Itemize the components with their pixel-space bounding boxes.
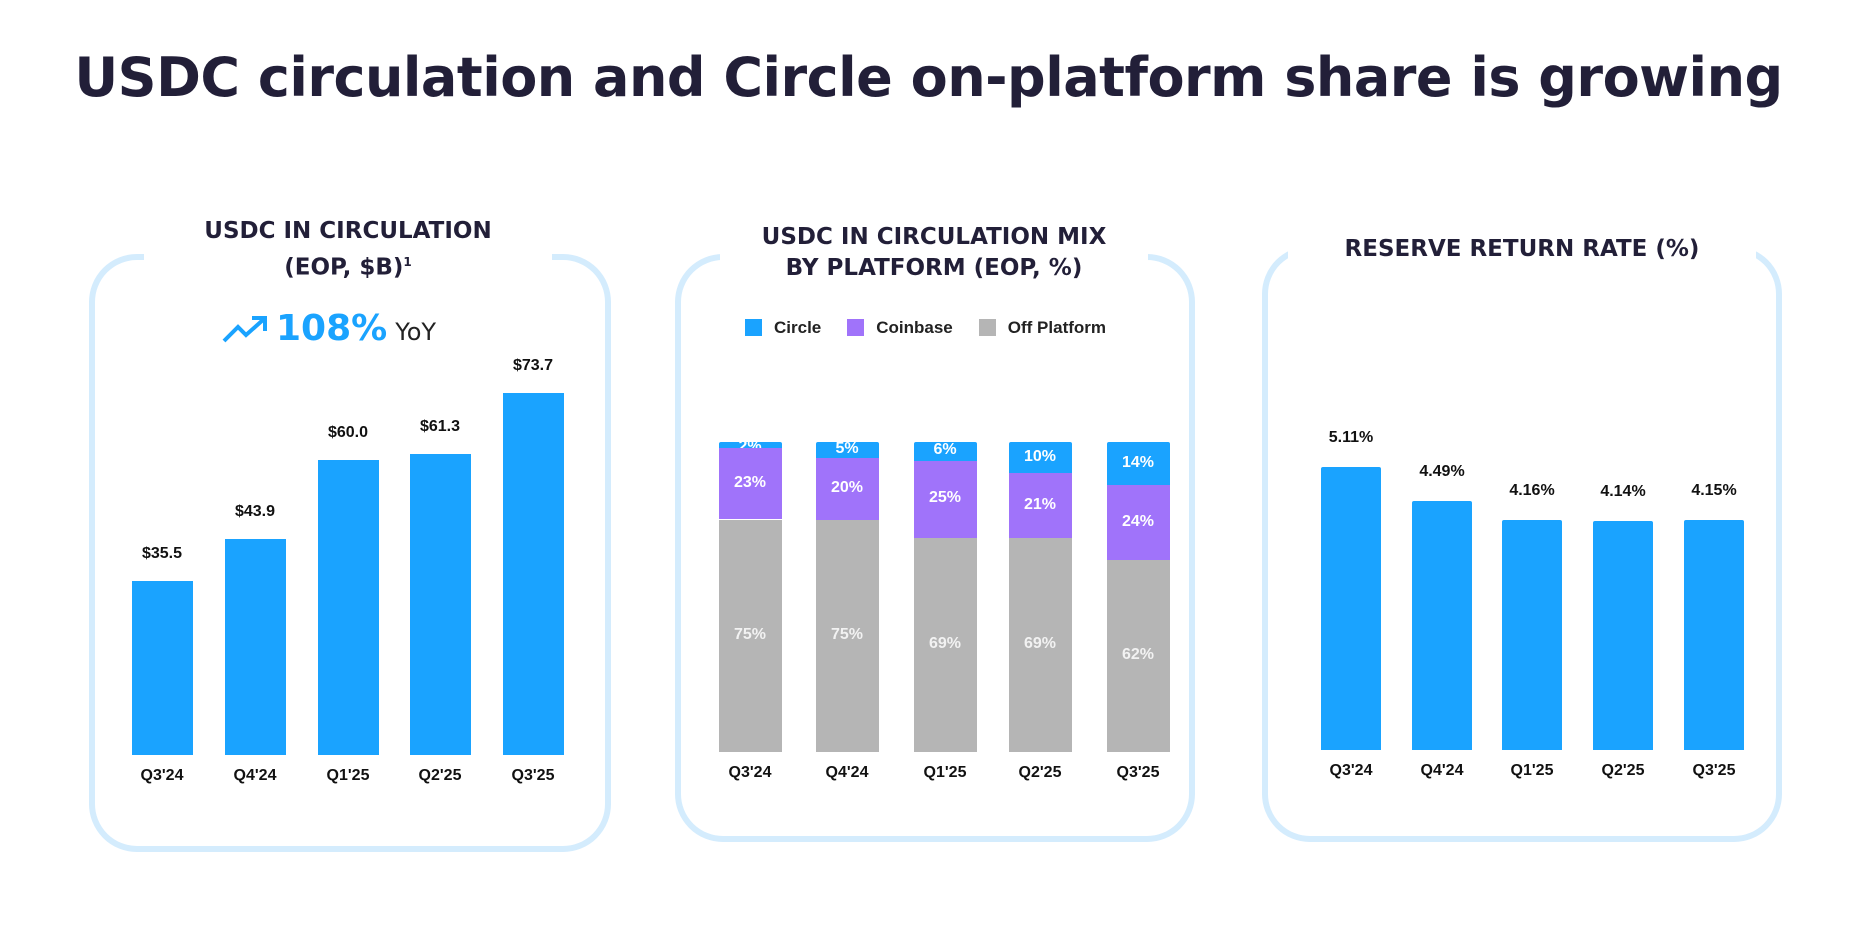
chart1-x-tick: Q3'25 (511, 767, 555, 784)
chart1-x-tick: Q3'24 (140, 767, 184, 784)
chart3-data-label: 4.16% (1509, 481, 1555, 499)
chart3-x-tick: Q4'24 (1420, 762, 1464, 779)
legend-item-coinbase: Coinbase (847, 318, 953, 338)
yoy-suffix: YoY (395, 318, 437, 346)
chart1-bar (131, 580, 193, 755)
chart2-segment-circle (1106, 442, 1170, 486)
chart2-data-label: 62% (1121, 645, 1155, 663)
chart2-data-label: 75% (733, 625, 767, 643)
chart2-segment-off-platform (1106, 559, 1170, 752)
chart3-data-label: 5.11% (1328, 428, 1374, 446)
chart2-legend: Circle Coinbase Off Platform (745, 318, 1106, 338)
chart3-data-label: 4.14% (1600, 482, 1646, 500)
chart2-subtitle: BY PLATFORM (EOP, %) (785, 255, 1083, 281)
chart1-bar (409, 454, 471, 755)
chart2-title-block: USDC IN CIRCULATION MIX BY PLATFORM (EOP… (720, 222, 1148, 284)
chart2-title: USDC IN CIRCULATION MIX (761, 224, 1107, 250)
chart2-data-label: 23% (733, 473, 767, 491)
chart1-bar (502, 393, 564, 755)
chart1-bar (317, 460, 379, 755)
chart3-title: RESERVE RETURN RATE (%) (1344, 236, 1700, 262)
chart1-x-tick: Q1'25 (326, 767, 370, 784)
chart2-data-label: 20% (830, 478, 864, 496)
chart3-bar (1502, 519, 1562, 750)
chart3-bar (1321, 466, 1381, 750)
chart2-data-label: 69% (928, 635, 962, 653)
chart2-segment-coinbase (1008, 473, 1072, 539)
chart3-x-tick: Q2'25 (1601, 762, 1645, 779)
chart1-data-label: $43.9 (234, 503, 276, 521)
chart1-bar (224, 539, 286, 755)
chart3-x-tick: Q3'24 (1329, 762, 1373, 779)
chart2-data-label: 21% (1023, 495, 1057, 513)
chart2-segment-coinbase (913, 460, 977, 539)
chart2-data-label: 14% (1121, 453, 1155, 471)
chart2-segment-off-platform (913, 538, 977, 752)
chart2-data-label: 25% (928, 489, 962, 507)
chart2-data-label: 69% (1023, 635, 1057, 653)
chart3-x-tick: Q3'25 (1692, 762, 1736, 779)
chart2-segment-circle (815, 442, 879, 458)
chart2-segment-circle (913, 442, 977, 461)
chart1-x-tick: Q2'25 (418, 767, 462, 784)
chart2-data-label: 10% (1023, 447, 1057, 465)
chart1-data-label: $35.5 (141, 544, 183, 562)
chart3-data-label: 4.15% (1691, 482, 1737, 500)
chart3-bar (1412, 501, 1472, 750)
chart1-data-label: $60.0 (327, 424, 369, 442)
chart2-data-label: 75% (830, 625, 864, 643)
chart2-x-tick: Q3'25 (1116, 764, 1160, 781)
yoy-value: 108% (276, 308, 388, 349)
chart3-title-block: RESERVE RETURN RATE (%) (1288, 234, 1756, 265)
chart1-data-label: $61.3 (419, 418, 461, 436)
chart1-subtitle: (EOP, $B) (284, 254, 404, 281)
chart3-bar (1684, 520, 1744, 750)
chart2-segment-coinbase (815, 457, 879, 520)
chart2-x-tick: Q2'25 (1018, 764, 1062, 781)
chart2-data-label: 5% (835, 439, 859, 457)
chart2-segment-circle (1008, 442, 1072, 473)
chart2-segment-off-platform (815, 519, 879, 752)
yoy-highlight: 108% YoY (222, 308, 436, 349)
trending-up-icon (222, 315, 267, 342)
chart3-data-label: 4.49% (1419, 463, 1465, 481)
chart2-segment-coinbase (718, 448, 782, 520)
chart1-x-tick: Q4'24 (233, 767, 277, 784)
chart3-x-tick: Q1'25 (1510, 762, 1554, 779)
chart1-data-label: $73.7 (512, 357, 554, 375)
chart2-segment-coinbase (1106, 485, 1170, 560)
chart3-bar (1593, 520, 1653, 750)
chart2-segment-off-platform (718, 519, 782, 752)
legend-item-off-platform: Off Platform (978, 318, 1106, 338)
chart1-footnote: 1 (403, 255, 412, 269)
chart2-x-tick: Q3'24 (728, 764, 772, 781)
chart2-segment-off-platform (1008, 538, 1072, 752)
chart2-segment-circle (718, 442, 782, 449)
legend-item-circle: Circle (745, 318, 821, 338)
chart2-x-tick: Q1'25 (923, 764, 967, 781)
chart2-data-label: 24% (1121, 512, 1155, 530)
page-title: USDC circulation and Circle on-platform … (74, 46, 1783, 109)
chart1-title-block: USDC IN CIRCULATION (EOP, $B)1 (144, 216, 552, 284)
chart2-data-label: 6% (933, 441, 957, 459)
chart1-title: USDC IN CIRCULATION (204, 218, 492, 244)
chart2-x-tick: Q4'24 (825, 764, 869, 781)
